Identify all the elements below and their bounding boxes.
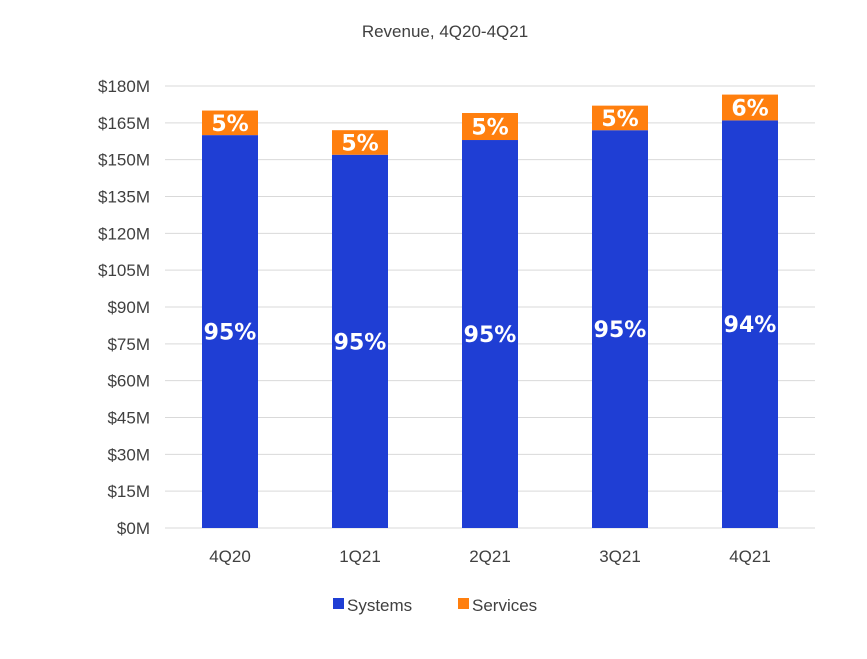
data-label-services: 5%	[341, 131, 378, 156]
data-label-services: 5%	[211, 112, 248, 137]
data-label-systems: 94%	[724, 313, 777, 338]
bar-services-4q20	[202, 110, 258, 136]
bar-systems-4q21	[722, 120, 778, 528]
y-tick-label: $150M	[98, 151, 150, 170]
x-tick-label: 2Q21	[469, 547, 511, 566]
y-tick-label: $30M	[107, 445, 150, 464]
y-tick-label: $60M	[107, 372, 150, 391]
legend-swatch-systems	[333, 598, 344, 609]
y-tick-label: $180M	[98, 77, 150, 96]
bar-series: 95% 5% 95% 5% 95% 5% 95% 5% 94% 6%	[202, 94, 778, 528]
bar-systems-1q21	[332, 154, 388, 528]
y-tick-label: $165M	[98, 114, 150, 133]
chart-title: Revenue, 4Q20-4Q21	[362, 22, 528, 41]
y-tick-label: $45M	[107, 409, 150, 428]
data-label-services: 5%	[471, 116, 508, 141]
y-tick-label: $120M	[98, 224, 150, 243]
bar-services-3q21	[592, 105, 648, 131]
bar-systems-3q21	[592, 130, 648, 528]
legend: Systems Services	[333, 596, 537, 615]
bar-services-2q21	[462, 113, 518, 141]
y-tick-label: $135M	[98, 188, 150, 207]
x-tick-label: 3Q21	[599, 547, 641, 566]
data-label-systems: 95%	[204, 321, 257, 346]
x-tick-label: 1Q21	[339, 547, 381, 566]
y-tick-label: $105M	[98, 261, 150, 280]
x-tick-label: 4Q20	[209, 547, 251, 566]
y-tick-label: $75M	[107, 335, 150, 354]
legend-label-services: Services	[472, 596, 537, 615]
data-label-systems: 95%	[594, 318, 647, 343]
y-axis: $0M $15M $30M $45M $60M $75M $90M $105M $120M $13…	[98, 77, 150, 538]
y-tick-label: $0M	[117, 519, 150, 538]
bar-services-1q21	[332, 130, 388, 155]
legend-label-systems: Systems	[347, 596, 412, 615]
bar-systems-2q21	[462, 140, 518, 528]
x-tick-label: 4Q21	[729, 547, 771, 566]
bar-systems-4q20	[202, 135, 258, 528]
data-label-services: 5%	[601, 107, 638, 132]
data-label-systems: 95%	[334, 330, 387, 355]
data-label-systems: 95%	[464, 323, 517, 348]
y-tick-label: $90M	[107, 298, 150, 317]
legend-swatch-services	[458, 598, 469, 609]
data-label-services: 6%	[731, 96, 768, 121]
bar-services-4q21	[722, 94, 778, 121]
x-axis: 4Q20 1Q21 2Q21 3Q21 4Q21	[209, 547, 771, 566]
y-tick-label: $15M	[107, 482, 150, 501]
